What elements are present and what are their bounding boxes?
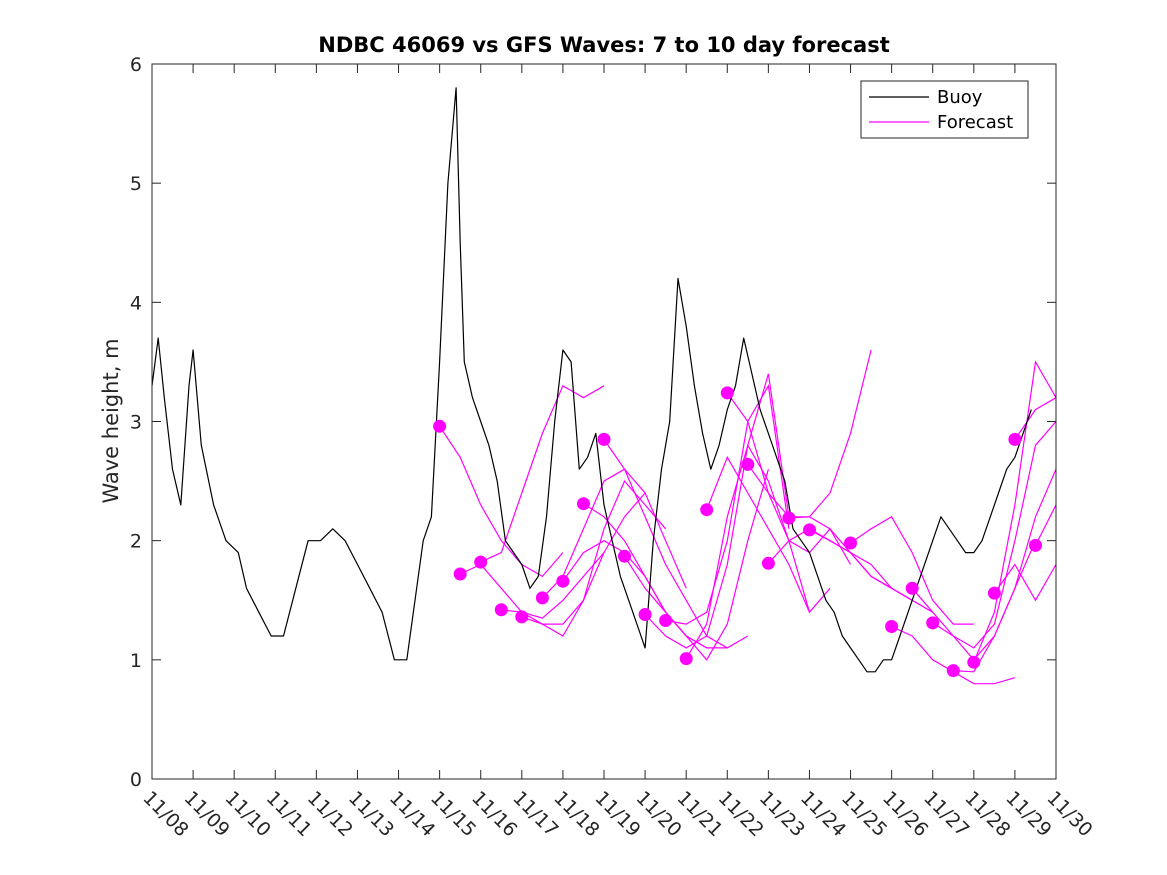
forecast-line-11 bbox=[665, 383, 790, 625]
x-tick-label-0: 11/08 bbox=[138, 787, 192, 841]
x-tick-label-17: 11/25 bbox=[837, 787, 891, 841]
y-tick-label-1: 1 bbox=[130, 650, 142, 672]
y-tick-label-3: 3 bbox=[130, 412, 142, 434]
forecast-line-23 bbox=[953, 468, 1057, 673]
forecast-markers bbox=[433, 386, 1042, 678]
forecast-marker-17 bbox=[782, 511, 796, 525]
x-tick-label-4: 11/12 bbox=[303, 787, 357, 841]
x-tick-label-10: 11/18 bbox=[549, 787, 603, 841]
forecast-line-27 bbox=[1034, 504, 1057, 546]
forecast-line-9 bbox=[623, 469, 769, 661]
forecast-marker-1 bbox=[453, 567, 467, 581]
buoy-series-line bbox=[151, 87, 1032, 673]
forecast-marker-3 bbox=[494, 603, 508, 617]
y-tick-label-4: 4 bbox=[130, 292, 142, 314]
forecast-line-22 bbox=[932, 421, 1057, 649]
forecast-marker-8 bbox=[597, 432, 611, 446]
forecast-line-19 bbox=[850, 515, 974, 625]
forecast-marker-9 bbox=[618, 549, 631, 563]
forecast-marker-20 bbox=[885, 620, 899, 633]
forecast-marker-22 bbox=[926, 616, 940, 630]
y-axis-ticks: 0 1 2 3 4 5 6 bbox=[130, 54, 1056, 791]
x-tick-label-7: 11/15 bbox=[426, 787, 480, 841]
forecast-marker-4 bbox=[515, 610, 529, 624]
forecast-marker-10 bbox=[638, 608, 652, 621]
forecast-line-24 bbox=[973, 360, 1057, 663]
forecast-marker-21 bbox=[905, 581, 919, 595]
plot-area bbox=[152, 64, 1056, 779]
forecast-line-1 bbox=[459, 552, 605, 619]
forecast-marker-5 bbox=[535, 591, 549, 605]
forecast-line-8 bbox=[603, 439, 749, 649]
x-tick-label-22: 11/30 bbox=[1042, 787, 1096, 841]
x-tick-label-14: 11/22 bbox=[714, 787, 768, 841]
forecast-line-5 bbox=[541, 468, 687, 599]
buoy-line bbox=[151, 87, 1032, 673]
forecast-marker-11 bbox=[659, 614, 673, 627]
forecast-line-26 bbox=[1014, 397, 1057, 440]
chart-title: NDBC 46069 vs GFS Waves: 7 to 10 day for… bbox=[318, 33, 889, 57]
y-axis-label: Wave height, m bbox=[99, 338, 123, 503]
forecast-line-2 bbox=[480, 384, 605, 563]
forecast-marker-25 bbox=[987, 586, 1001, 600]
y-tick-label-0: 0 bbox=[130, 769, 142, 791]
x-tick-label-9: 11/17 bbox=[508, 787, 562, 841]
legend-buoy-label: Buoy bbox=[937, 87, 983, 108]
x-tick-label-6: 11/14 bbox=[385, 787, 439, 841]
y-tick-label-2: 2 bbox=[130, 531, 142, 553]
forecast-line-10 bbox=[644, 373, 790, 649]
x-tick-label-13: 11/21 bbox=[673, 787, 727, 841]
forecast-line-0 bbox=[439, 425, 564, 578]
forecast-line-13 bbox=[706, 455, 831, 614]
forecast-marker-27 bbox=[1029, 538, 1042, 552]
forecast-lines bbox=[439, 349, 1057, 685]
forecast-marker-13 bbox=[700, 503, 714, 517]
x-tick-label-21: 11/29 bbox=[1001, 787, 1055, 841]
forecast-line-4 bbox=[521, 479, 667, 637]
forecast-marker-23 bbox=[946, 664, 960, 678]
x-tick-label-12: 11/20 bbox=[632, 787, 686, 841]
forecast-marker-15 bbox=[741, 457, 755, 471]
forecast-marker-24 bbox=[967, 655, 981, 669]
forecast-marker-7 bbox=[577, 497, 590, 511]
x-tick-label-1: 11/09 bbox=[180, 787, 234, 841]
legend: Buoy Forecast bbox=[860, 80, 1029, 139]
forecast-marker-12 bbox=[679, 652, 693, 666]
x-tick-label-19: 11/27 bbox=[919, 787, 973, 841]
forecast-marker-2 bbox=[474, 555, 488, 569]
x-tick-label-2: 11/10 bbox=[221, 787, 275, 841]
forecast-marker-0 bbox=[433, 419, 447, 433]
x-tick-label-18: 11/26 bbox=[878, 787, 932, 841]
x-tick-label-11: 11/19 bbox=[590, 787, 644, 841]
legend-box bbox=[860, 80, 1029, 139]
x-tick-label-3: 11/11 bbox=[262, 787, 316, 841]
legend-forecast-label: Forecast bbox=[937, 112, 1013, 133]
forecast-marker-26 bbox=[1008, 432, 1022, 446]
x-tick-label-8: 11/16 bbox=[467, 787, 521, 841]
x-tick-label-16: 11/24 bbox=[796, 787, 850, 841]
forecast-line-25 bbox=[993, 563, 1057, 602]
y-tick-label-6: 6 bbox=[130, 54, 142, 76]
x-tick-label-15: 11/23 bbox=[755, 787, 809, 841]
forecast-marker-18 bbox=[803, 523, 816, 537]
x-tick-label-20: 11/28 bbox=[960, 787, 1014, 841]
forecast-marker-14 bbox=[720, 386, 734, 400]
forecast-marker-16 bbox=[761, 556, 775, 570]
x-tick-label-5: 11/13 bbox=[344, 787, 398, 841]
forecast-marker-19 bbox=[844, 536, 857, 550]
y-tick-label-5: 5 bbox=[130, 173, 142, 195]
forecast-marker-6 bbox=[556, 574, 570, 588]
